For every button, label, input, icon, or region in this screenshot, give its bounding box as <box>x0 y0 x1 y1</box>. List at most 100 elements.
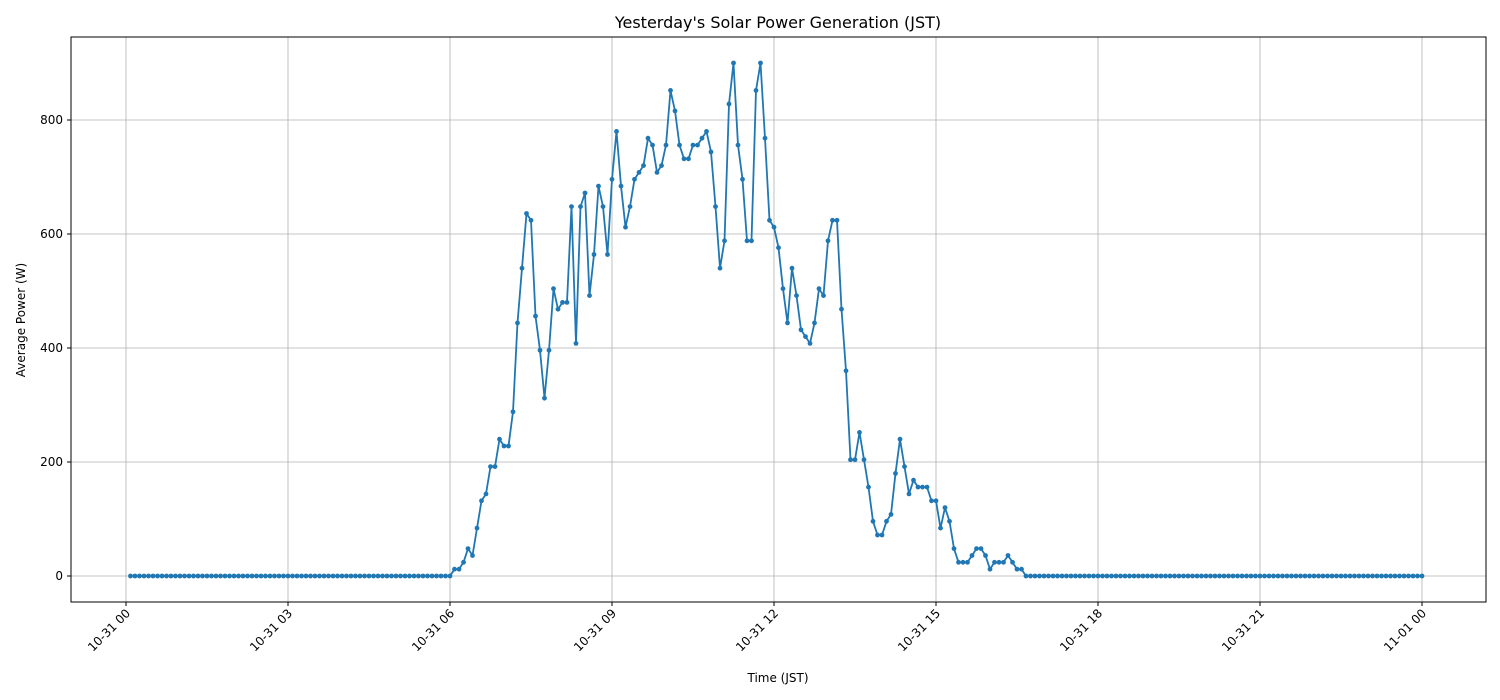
grid-lines <box>71 37 1486 602</box>
data-point-marker <box>398 573 403 579</box>
data-point-marker <box>321 573 327 579</box>
data-point-marker <box>1253 573 1258 579</box>
data-point-marker <box>852 457 858 463</box>
data-point-marker <box>636 170 642 175</box>
data-point-marker <box>1244 573 1249 579</box>
data-point-marker <box>960 559 966 565</box>
data-point-marker <box>299 573 304 579</box>
data-point-marker <box>879 532 885 538</box>
data-point-marker <box>465 546 471 551</box>
data-point-marker <box>1338 573 1344 579</box>
data-point-marker <box>1316 573 1321 579</box>
data-point-marker <box>285 573 291 579</box>
data-point-marker <box>132 573 138 579</box>
data-point-marker <box>546 347 552 353</box>
x-axis-label: Time (JST) <box>746 671 808 685</box>
data-point-marker <box>362 573 367 579</box>
data-point-marker <box>1091 573 1096 579</box>
data-point-marker <box>816 286 822 292</box>
data-point-marker <box>1167 573 1173 579</box>
data-point-marker <box>335 573 340 579</box>
data-point-marker <box>1149 573 1155 579</box>
data-point-marker <box>1203 573 1209 579</box>
data-point-marker <box>762 135 768 141</box>
data-point-marker <box>276 573 282 579</box>
data-point-marker <box>1140 573 1146 579</box>
data-point-marker <box>1010 559 1015 565</box>
data-point-marker <box>1122 573 1128 579</box>
data-point-marker <box>1392 573 1398 579</box>
data-point-marker <box>353 573 358 579</box>
data-point-marker <box>924 484 930 490</box>
data-point-marker <box>1230 573 1236 579</box>
y-tick-label: 200 <box>40 455 63 469</box>
data-point-marker <box>870 518 876 524</box>
data-point-marker <box>258 573 264 579</box>
data-point-marker <box>726 101 732 107</box>
data-point-marker <box>1163 573 1168 579</box>
data-point-marker <box>510 409 516 415</box>
data-point-marker <box>632 176 637 182</box>
data-point-marker <box>938 525 943 531</box>
data-point-marker <box>821 293 826 298</box>
data-point-marker <box>573 341 579 346</box>
data-point-marker <box>1212 573 1218 579</box>
data-point-marker <box>969 553 975 558</box>
data-point-marker <box>249 573 255 579</box>
data-point-marker <box>447 573 453 579</box>
data-point-marker <box>456 566 462 572</box>
data-point-marker <box>582 190 588 196</box>
data-point-marker <box>654 170 660 175</box>
data-point-marker <box>492 464 498 469</box>
data-point-marker <box>906 491 912 497</box>
data-point-marker <box>614 129 619 134</box>
data-point-marker <box>326 573 331 579</box>
data-point-marker <box>1235 573 1240 579</box>
data-point-marker <box>317 573 322 579</box>
data-point-marker <box>1388 573 1393 579</box>
data-point-marker <box>866 484 871 490</box>
data-point-marker <box>618 183 624 189</box>
data-point-marker <box>1217 573 1222 579</box>
data-point-marker <box>1064 573 1069 579</box>
data-point-marker <box>1419 573 1425 579</box>
data-point-marker <box>506 443 511 449</box>
data-point-marker <box>479 498 484 504</box>
data-point-marker <box>533 313 538 319</box>
data-point-marker <box>213 573 219 579</box>
data-point-marker <box>1383 573 1389 579</box>
data-point-marker <box>555 306 561 312</box>
data-point-marker <box>1406 573 1411 579</box>
data-point-marker <box>542 395 547 401</box>
data-point-marker <box>524 211 529 216</box>
data-point-marker <box>1320 573 1326 579</box>
data-point-marker <box>173 573 178 579</box>
data-point-marker <box>1086 573 1092 579</box>
data-point-marker <box>1248 573 1254 579</box>
data-point-marker <box>1401 573 1407 579</box>
data-point-marker <box>1266 573 1272 579</box>
data-point-marker <box>1113 573 1119 579</box>
data-point-marker <box>240 573 246 579</box>
data-point-marker <box>227 573 232 579</box>
data-point-marker <box>951 546 957 551</box>
data-point-marker <box>587 293 592 298</box>
data-point-marker <box>641 163 646 169</box>
y-tick-label: 800 <box>40 113 63 127</box>
data-point-marker <box>965 559 970 565</box>
data-point-marker <box>1073 573 1078 579</box>
data-point-marker <box>1280 573 1285 579</box>
data-point-marker <box>902 464 907 469</box>
data-point-marker <box>168 573 174 579</box>
data-point-marker <box>1325 573 1330 579</box>
data-point-marker <box>884 518 889 524</box>
data-point-marker <box>1041 573 1047 579</box>
data-point-marker <box>443 573 448 579</box>
data-point-marker <box>735 142 741 148</box>
data-point-marker <box>330 573 336 579</box>
data-point-marker <box>987 566 993 572</box>
data-point-marker <box>627 204 633 210</box>
data-point-marker <box>893 471 898 476</box>
y-axis-label: Average Power (W) <box>14 263 28 377</box>
